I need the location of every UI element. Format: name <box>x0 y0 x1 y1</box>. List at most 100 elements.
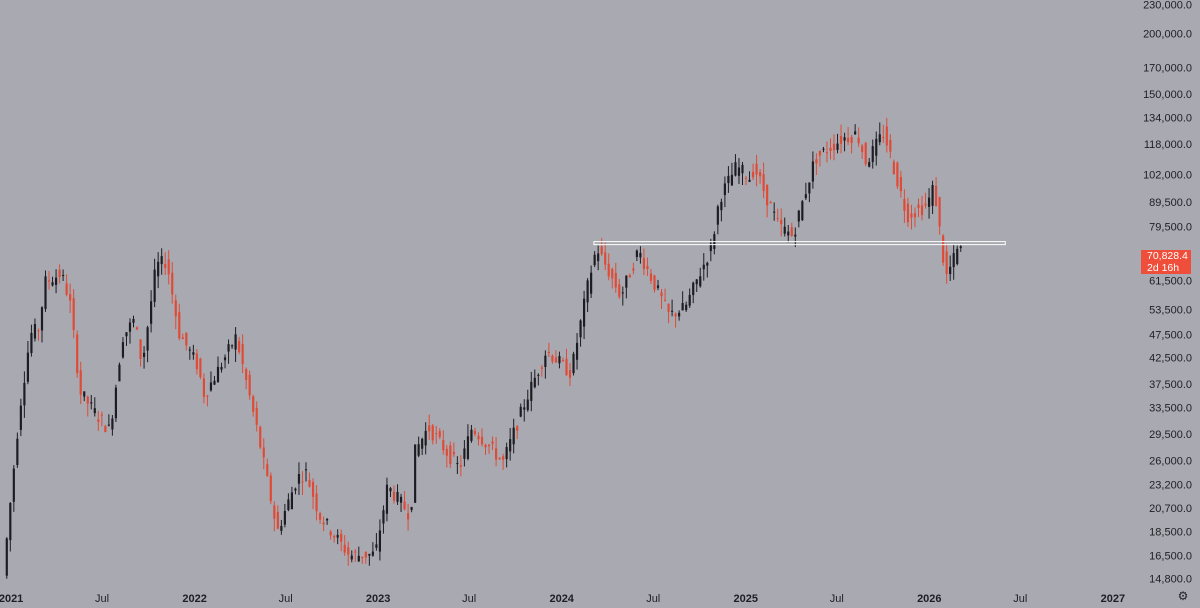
candle-body <box>118 364 121 382</box>
candle <box>459 455 462 477</box>
candle-body <box>252 396 255 412</box>
candle <box>311 478 315 510</box>
candle-body <box>628 275 631 278</box>
candle-body <box>347 547 350 555</box>
candle <box>97 410 100 431</box>
candle-body <box>871 146 874 163</box>
price-tick-label: 33,500.0 <box>1149 402 1192 414</box>
time-tick-label: 2021 <box>0 593 23 605</box>
candle <box>885 117 888 153</box>
time-tick-label: Jul <box>646 593 660 605</box>
candle <box>357 546 360 563</box>
candle <box>692 281 695 304</box>
candle-body <box>456 463 459 465</box>
candle <box>255 401 258 432</box>
candle <box>456 456 459 475</box>
candle-body <box>797 210 800 222</box>
candle-body <box>639 252 642 258</box>
price-tick-label: 23,200.0 <box>1149 479 1192 491</box>
candle-body <box>759 172 762 177</box>
candle <box>375 532 378 551</box>
candle-body <box>787 231 790 236</box>
candle <box>600 238 603 256</box>
candle <box>9 502 12 552</box>
price-tick-label: 26,000.0 <box>1149 456 1192 468</box>
candle <box>12 465 15 512</box>
candle <box>421 437 424 456</box>
candle <box>188 346 191 360</box>
candle <box>759 168 762 184</box>
candle <box>502 453 505 471</box>
candle-body <box>111 418 114 430</box>
candle <box>818 150 822 167</box>
candle <box>164 252 167 276</box>
candle <box>435 425 438 445</box>
candle-body <box>899 176 902 192</box>
candle <box>829 138 832 160</box>
candle-body <box>438 431 441 437</box>
price-tick-label: 118,000.0 <box>1144 139 1192 151</box>
candle <box>26 340 30 385</box>
candle <box>378 519 382 561</box>
candle-body <box>625 275 628 288</box>
price-tick-label: 170,000.0 <box>1143 63 1192 75</box>
price-tick-label: 79,500.0 <box>1149 222 1192 234</box>
price-tick-label: 42,500.0 <box>1149 353 1192 365</box>
candle <box>808 182 811 203</box>
candle <box>23 371 26 418</box>
candle <box>477 432 480 446</box>
candle-body <box>561 360 565 362</box>
candle-body <box>160 256 163 265</box>
horizontal-level-line[interactable] <box>593 241 1006 246</box>
candle-body <box>695 279 698 285</box>
candle-body <box>927 197 931 207</box>
candle-body <box>406 513 410 520</box>
candle-body <box>618 284 621 297</box>
candle-body <box>153 269 156 302</box>
candle-body <box>466 436 470 459</box>
candle-body <box>811 161 814 182</box>
candle-body <box>227 344 230 352</box>
candle-body <box>734 162 737 176</box>
candle-body <box>949 266 952 275</box>
candle-body <box>375 544 378 548</box>
candle <box>118 362 121 382</box>
gear-icon[interactable]: ⚙ <box>1177 589 1189 603</box>
candle-body <box>635 250 638 258</box>
candle <box>723 176 726 208</box>
candle-body <box>459 465 462 467</box>
candle <box>399 493 403 512</box>
candle-body <box>287 499 290 511</box>
candle-body <box>653 275 656 290</box>
candle <box>185 332 188 351</box>
candle-body <box>843 137 846 141</box>
candle <box>575 333 579 370</box>
candle-body <box>942 235 945 263</box>
price-tick-label: 61,500.0 <box>1149 275 1192 287</box>
candle-body <box>744 177 748 179</box>
candle <box>171 262 174 304</box>
candle-body <box>266 464 269 476</box>
candle-body <box>164 264 167 268</box>
candle <box>512 418 515 454</box>
candle <box>69 283 72 314</box>
candle-body <box>121 342 125 358</box>
candle <box>611 267 614 289</box>
candle <box>699 267 702 288</box>
candle-body <box>399 496 403 503</box>
candle <box>586 278 589 313</box>
candle-body <box>26 352 30 382</box>
candle <box>76 330 79 378</box>
candle-body <box>766 184 769 206</box>
candle <box>660 288 663 310</box>
candle-body <box>259 426 262 448</box>
candle-body <box>69 294 72 301</box>
candle <box>466 424 470 461</box>
candle <box>836 133 839 154</box>
candle-body <box>213 380 216 385</box>
candle <box>783 217 786 237</box>
candle-body <box>920 205 924 216</box>
candle-body <box>44 276 47 309</box>
